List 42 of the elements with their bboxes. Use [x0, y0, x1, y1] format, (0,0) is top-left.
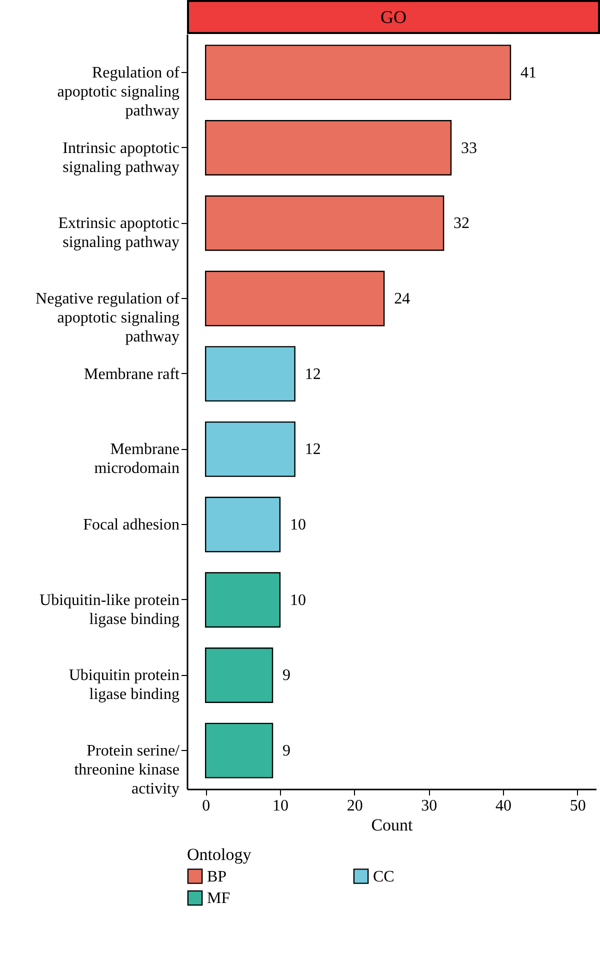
bar — [204, 572, 281, 628]
legend-label: CC — [373, 868, 394, 886]
bar — [204, 120, 452, 176]
legend-label: BP — [207, 868, 227, 886]
data-label: 33 — [460, 140, 477, 157]
data-label: 12 — [304, 441, 321, 458]
legend-title: Ontology — [187, 845, 252, 864]
y-tick-label: Negative regulation of apoptotic signaling pathway — [36, 290, 180, 346]
data-label: 9 — [282, 667, 291, 684]
y-tick-label: Regulation of apoptotic signaling pathway — [57, 64, 180, 120]
y-tick-label: Ubiquitin protein ligase binding — [68, 667, 180, 704]
bar — [204, 346, 296, 402]
bar — [204, 270, 385, 326]
x-axis-title: Count — [371, 816, 414, 834]
bar — [204, 647, 274, 703]
data-label: 32 — [454, 215, 470, 232]
x-tick-label: 0 — [202, 798, 210, 814]
y-tick-label: Ubiquitin-like protein ligase binding — [40, 592, 180, 628]
data-label: 10 — [290, 516, 306, 534]
chart-title: GO — [187, 0, 600, 34]
x-tick-label: 50 — [570, 798, 586, 814]
bar — [204, 195, 444, 251]
y-tick-label: Membrane microdomain — [94, 441, 180, 478]
bar — [204, 44, 512, 100]
legend-label: MF — [207, 890, 230, 907]
y-tick-label: Intrinsic apoptotic signaling pathway — [62, 140, 180, 176]
bar — [204, 722, 274, 778]
data-label: 41 — [520, 64, 536, 82]
x-tick-label: 30 — [421, 798, 438, 814]
y-tick-label: Protein serine/threonine kinase activity — [74, 742, 180, 798]
y-tick-label: Focal adhesion — [83, 516, 180, 534]
data-label: 9 — [282, 742, 291, 760]
x-tick-label: 40 — [496, 798, 512, 814]
bar — [204, 421, 296, 477]
bar — [204, 496, 281, 552]
data-label: 10 — [290, 592, 306, 609]
x-tick-label: 20 — [346, 798, 363, 814]
y-tick-label: Membrane raft — [84, 366, 180, 383]
x-tick-label: 10 — [272, 798, 288, 814]
y-tick-label: Extrinsic apoptotic signaling pathway — [58, 215, 180, 252]
data-label: 24 — [394, 290, 410, 308]
data-label: 12 — [304, 366, 321, 383]
